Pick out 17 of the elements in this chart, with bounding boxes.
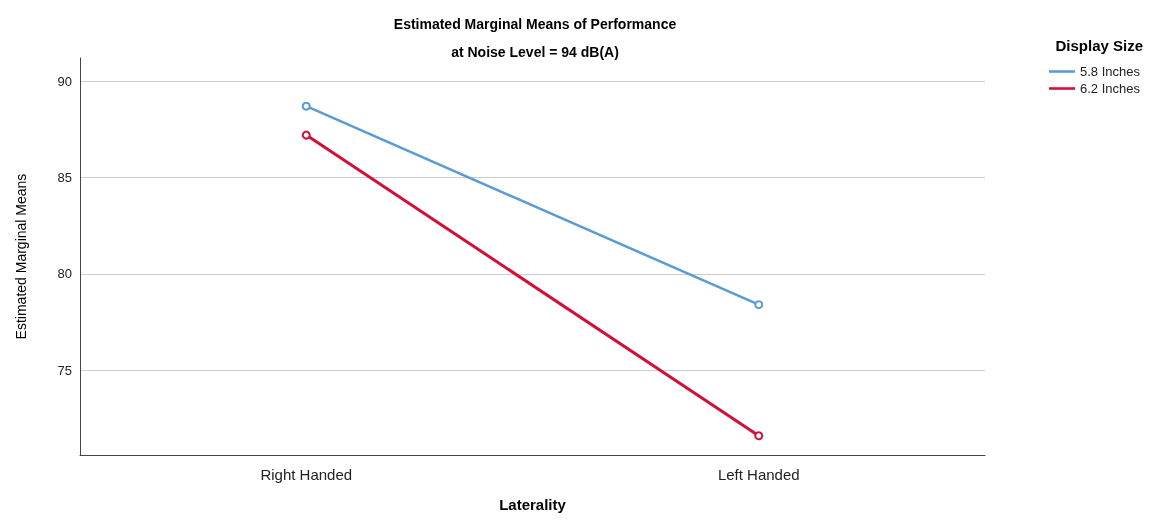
y-tick-label: 90 <box>57 73 72 89</box>
point <box>754 431 764 441</box>
x-tick-label: Right Handed <box>260 466 353 483</box>
y-tick-label: 80 <box>57 266 72 282</box>
chart-subtitle: at Noise Level = 94 dB(A) <box>451 44 619 60</box>
point <box>301 130 311 140</box>
point <box>754 300 764 310</box>
point <box>301 101 311 111</box>
y-tick-label: 85 <box>57 169 72 185</box>
y-axis-title: Estimated Marginal Means <box>13 173 29 340</box>
legend-label: 5.8 Inches <box>1080 64 1141 79</box>
legend-label: 6.2 Inches <box>1080 81 1141 96</box>
x-axis-title: Laterality <box>499 496 567 513</box>
y-tick-label: 75 <box>57 362 72 378</box>
chart-title: Estimated Marginal Means of Performance <box>393 16 677 32</box>
legend-title: Display Size <box>1055 37 1144 54</box>
x-tick-label: Left Handed <box>717 466 800 483</box>
